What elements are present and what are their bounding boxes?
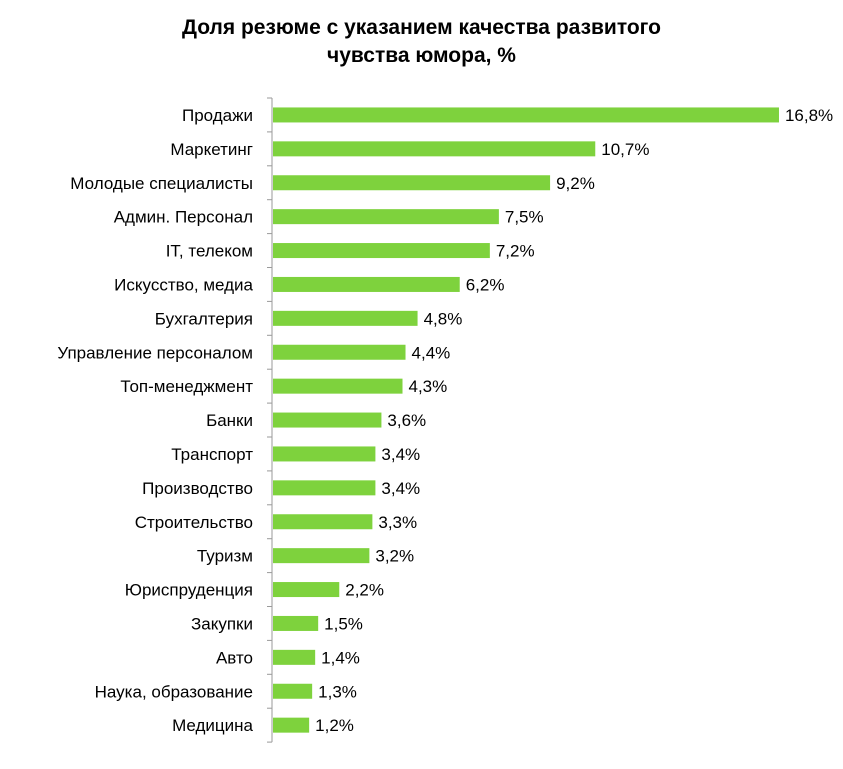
bar xyxy=(273,514,373,530)
bar xyxy=(273,582,340,598)
value-label: 4,3% xyxy=(409,377,448,396)
category-label: Юриспруденция xyxy=(125,581,253,600)
value-label: 3,4% xyxy=(381,445,420,464)
category-label: Туризм xyxy=(197,547,253,566)
value-label: 9,2% xyxy=(556,174,595,193)
value-label: 3,6% xyxy=(387,411,426,430)
bar xyxy=(273,480,376,496)
bar xyxy=(273,209,499,225)
value-label: 4,4% xyxy=(412,343,451,362)
value-label: 3,2% xyxy=(375,547,414,566)
bar xyxy=(273,717,310,733)
bar xyxy=(273,175,551,191)
value-label: 4,8% xyxy=(424,309,463,328)
category-label: Производство xyxy=(142,479,253,498)
bar xyxy=(273,344,406,360)
category-label: Молодые специалисты xyxy=(70,174,253,193)
category-label: Топ-менеджмент xyxy=(120,377,253,396)
chart-title-line-1: Доля резюме с указанием качества развито… xyxy=(182,16,661,39)
category-label: IT, телеком xyxy=(166,242,253,261)
category-label: Бухгалтерия xyxy=(155,309,253,328)
value-label: 10,7% xyxy=(601,140,649,159)
category-label: Банки xyxy=(206,411,253,430)
bar xyxy=(273,649,316,665)
category-label: Наука, образование xyxy=(95,682,253,701)
category-label: Админ. Персонал xyxy=(114,208,253,227)
value-label: 1,4% xyxy=(321,648,360,667)
category-label: Медицина xyxy=(172,716,253,735)
bar xyxy=(273,683,313,699)
bar xyxy=(273,378,403,394)
bar xyxy=(273,141,596,157)
value-label: 1,3% xyxy=(318,682,357,701)
chart-title: Доля резюме с указанием качества развито… xyxy=(0,14,843,70)
category-label: Авто xyxy=(216,648,253,667)
value-label: 6,2% xyxy=(466,275,505,294)
value-label: 7,2% xyxy=(496,242,535,261)
value-label: 3,3% xyxy=(378,513,417,532)
category-label: Закупки xyxy=(191,614,253,633)
bar xyxy=(273,276,460,292)
bar xyxy=(273,310,418,326)
chart-title-line-2: чувства юмора, % xyxy=(327,44,516,67)
bar xyxy=(273,243,490,259)
value-label: 16,8% xyxy=(785,106,833,125)
category-label: Строительство xyxy=(135,513,253,532)
bar xyxy=(273,615,319,631)
value-label: 2,2% xyxy=(345,581,384,600)
bar xyxy=(273,107,779,123)
category-label: Искусство, медиа xyxy=(114,275,253,294)
bar xyxy=(273,412,382,428)
bar xyxy=(273,548,370,564)
category-label: Продажи xyxy=(182,106,253,125)
value-label: 1,5% xyxy=(324,614,363,633)
value-label: 7,5% xyxy=(505,208,544,227)
category-label: Маркетинг xyxy=(170,140,253,159)
bar xyxy=(273,446,376,462)
value-label: 1,2% xyxy=(315,716,354,735)
value-label: 3,4% xyxy=(381,479,420,498)
category-label: Управление персоналом xyxy=(57,343,253,362)
category-label: Транспорт xyxy=(171,445,253,464)
